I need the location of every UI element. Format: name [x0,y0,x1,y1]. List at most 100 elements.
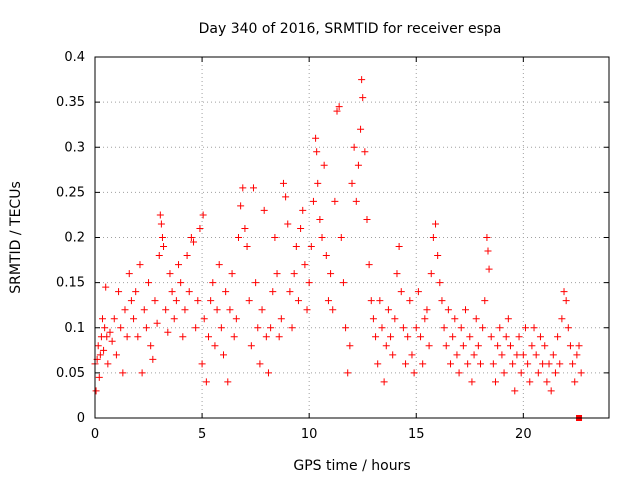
data-point [217,324,225,332]
data-point [142,324,150,332]
data-point [106,328,114,336]
data-point [324,297,332,305]
data-point [506,342,514,350]
data-point [258,306,266,314]
data-point [464,360,472,368]
data-point [254,324,262,332]
data-point [468,378,476,386]
data-point [305,279,313,287]
data-point [337,234,345,241]
data-point [153,319,161,327]
data-point [434,252,442,260]
data-point [410,369,418,377]
data-point [140,306,148,314]
data-point [444,306,452,314]
data-point [384,306,392,314]
x-tick-label: 15 [408,427,425,442]
data-point [237,202,245,210]
data-point [451,315,459,323]
data-point [551,369,559,377]
data-point [290,270,298,278]
data-point [158,234,166,241]
data-point [470,351,478,359]
x-axis-label: GPS time / hours [293,458,410,474]
data-point [92,387,100,395]
data-point [132,288,140,296]
data-point [119,369,127,377]
data-point [352,197,360,205]
data-point [145,279,153,287]
data-point [526,378,534,386]
data-point [489,360,497,368]
data-point [406,297,414,305]
data-point [125,270,133,278]
data-point [483,234,491,241]
data-point [344,369,352,377]
data-point [554,333,562,341]
y-tick-label: 0.15 [56,276,85,291]
data-point [198,360,206,368]
data-point [243,243,251,251]
data-point [252,279,260,287]
data-point [192,324,200,332]
data-point [517,369,525,377]
data-point [382,342,390,350]
data-point [494,342,502,350]
data-point [288,324,296,332]
data-point [513,351,521,359]
y-tick-label: 0.05 [56,366,85,381]
data-point [303,306,311,314]
data-point [472,315,480,323]
data-point [575,342,583,350]
data-point [447,360,455,368]
data-point [466,333,474,341]
data-point [213,306,221,314]
plot-frame [94,56,610,419]
data-point [577,369,585,377]
data-point [110,315,118,323]
data-point [504,315,512,323]
data-point [211,342,219,350]
data-point [232,315,240,323]
data-point [358,76,366,84]
data-point [177,279,185,287]
data-point [484,247,492,255]
data-point [299,206,307,214]
data-point [117,324,125,332]
data-point [532,351,540,359]
data-point [147,342,155,350]
data-point [432,220,440,228]
data-point [534,369,542,377]
data-point [100,346,108,354]
data-point [273,270,281,278]
data-point [566,342,574,350]
data-point [496,324,504,332]
data-point [427,270,435,278]
x-tick-label: 5 [198,427,206,442]
data-point [104,360,112,368]
data-point [313,148,321,156]
data-point [185,288,193,296]
data-point [138,369,146,377]
data-point [541,342,549,350]
data-point [226,306,234,314]
data-point [515,333,523,341]
data-point [249,184,257,192]
data-point [425,342,433,350]
data-point [521,324,529,332]
data-point [123,333,131,341]
data-point [449,333,457,341]
data-point [136,261,144,269]
data-point [339,279,347,287]
data-point [134,333,142,341]
data-point [101,324,109,332]
data-point [181,306,189,314]
data-point [209,279,217,287]
data-point [423,306,431,314]
data-point [202,378,210,386]
data-point [419,360,427,368]
data-point [365,261,373,269]
data-point [95,373,103,381]
data-point [160,243,168,251]
data-point [286,288,294,296]
